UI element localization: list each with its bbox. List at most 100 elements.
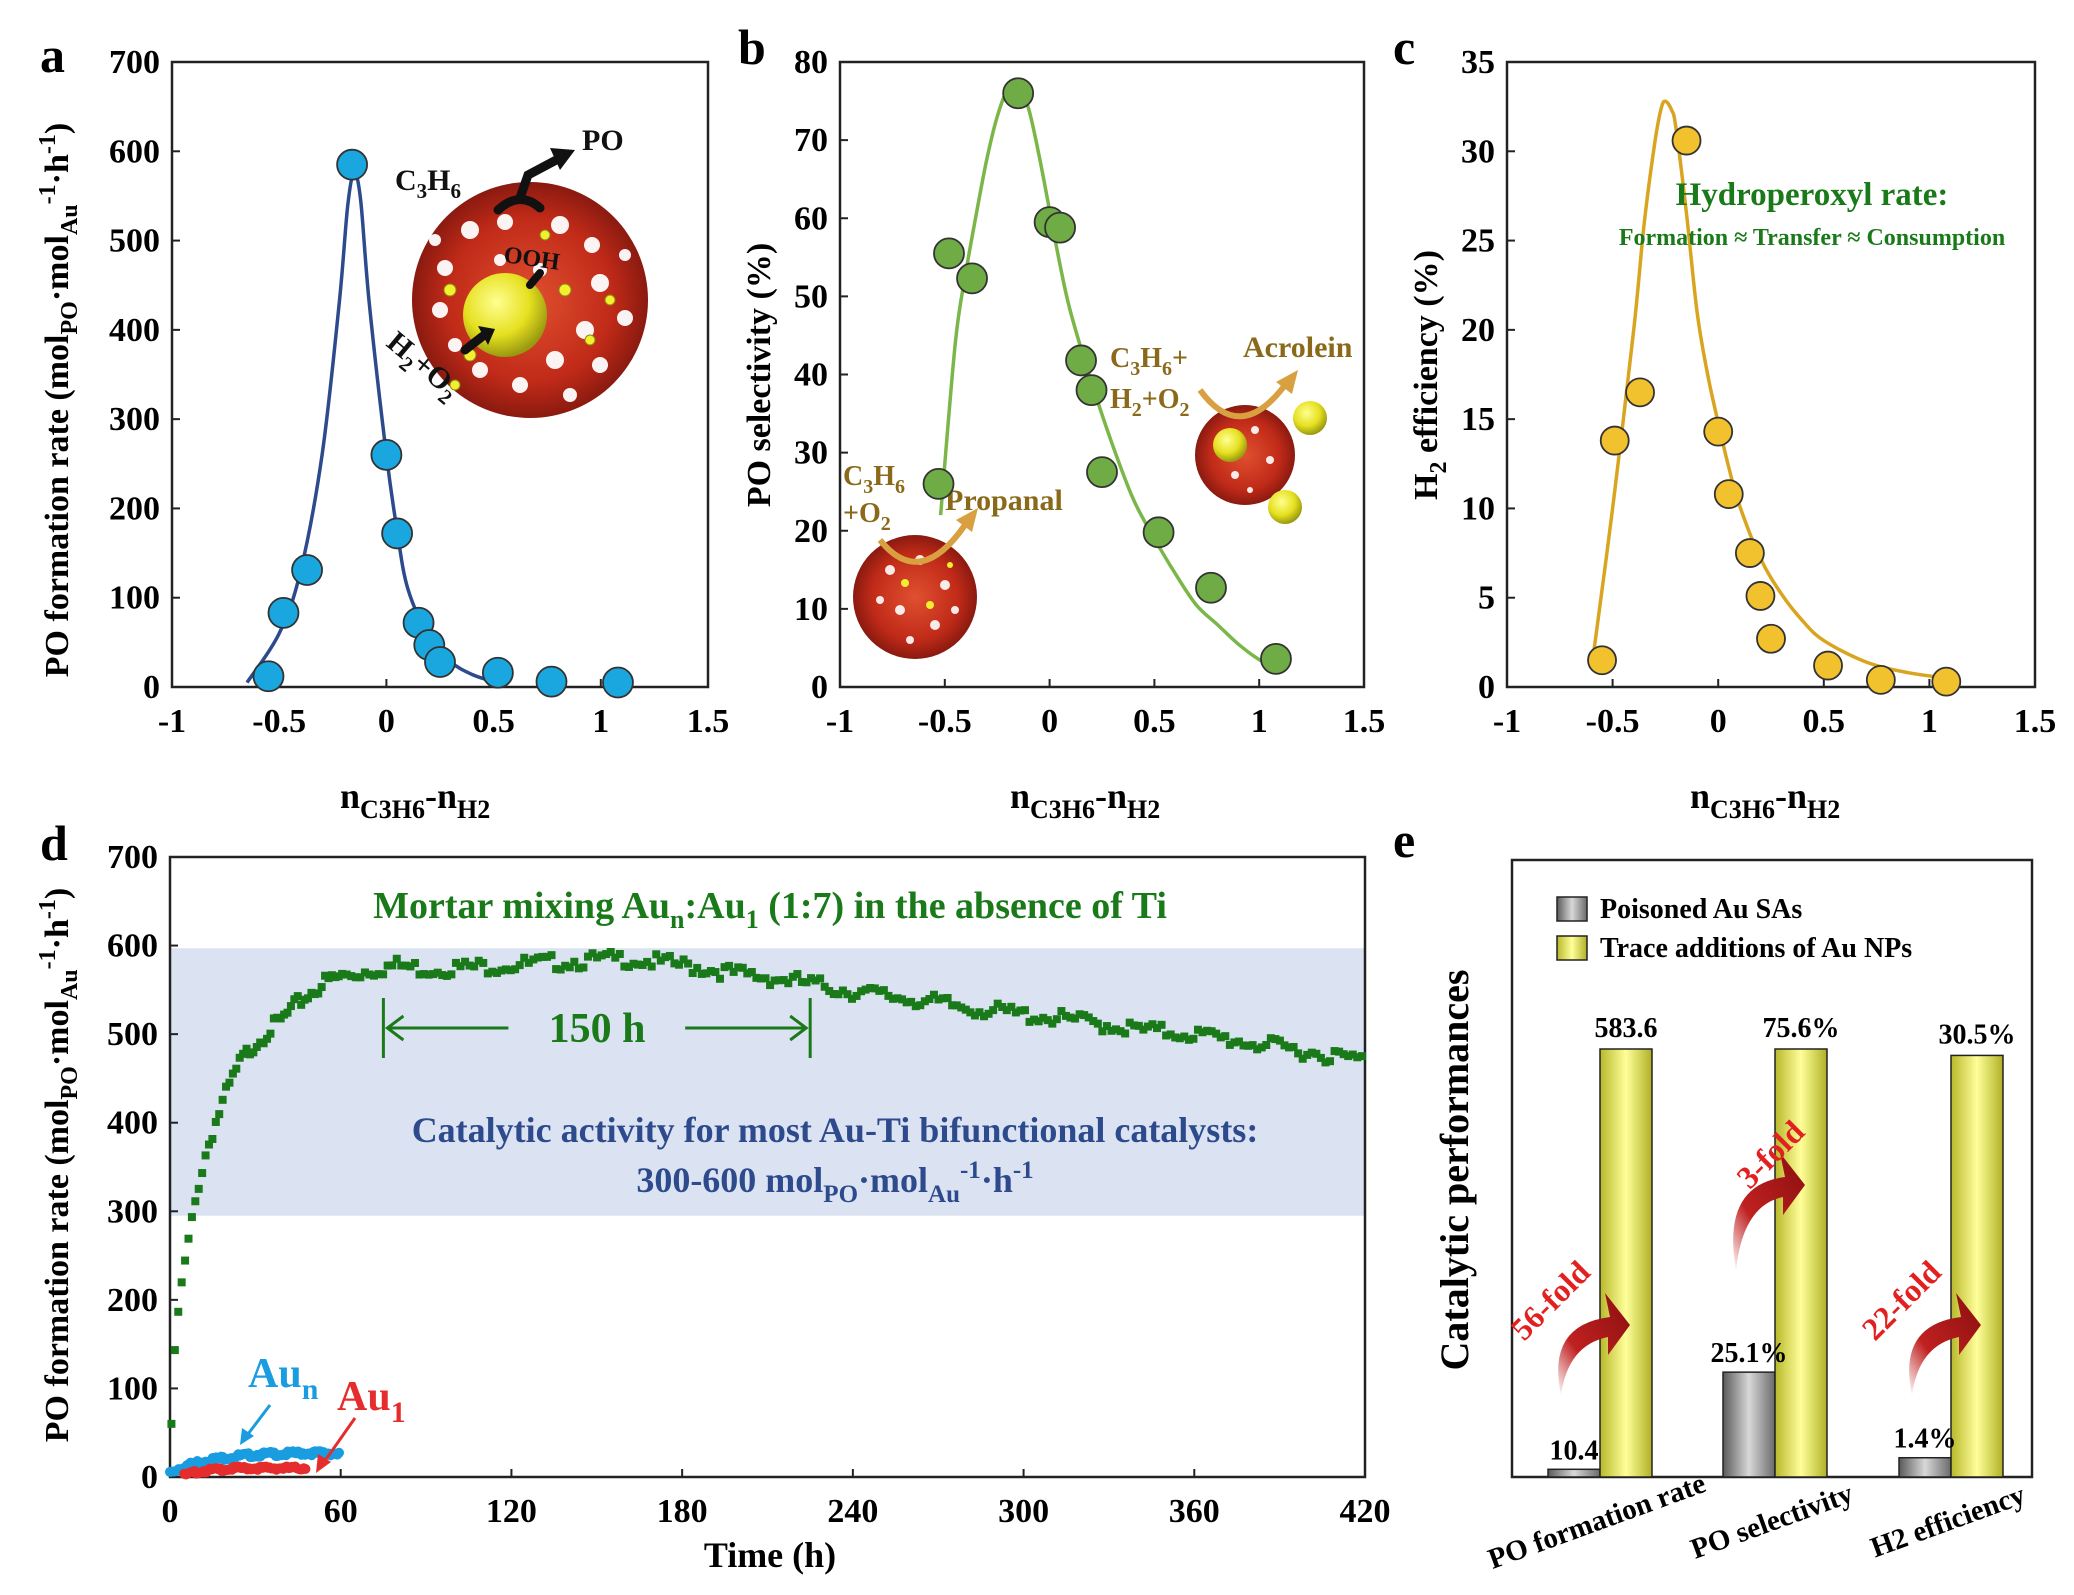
y-tick-label: 0 bbox=[143, 669, 160, 706]
bar-value-label: 30.5% bbox=[1939, 1019, 2016, 1050]
data-point bbox=[249, 1048, 258, 1057]
data-point bbox=[204, 1140, 213, 1149]
y-tick-label: 80 bbox=[794, 44, 828, 81]
data-point bbox=[743, 969, 752, 978]
data-point bbox=[360, 968, 369, 977]
data-point bbox=[1756, 623, 1786, 654]
data-point bbox=[933, 237, 965, 270]
data-point bbox=[652, 950, 661, 959]
y-tick-label: 40 bbox=[794, 357, 828, 394]
data-point bbox=[511, 965, 520, 974]
data-point bbox=[720, 963, 729, 972]
bar-trace-np bbox=[1950, 1054, 2004, 1478]
data-point bbox=[775, 976, 784, 985]
data-point bbox=[1066, 1013, 1075, 1022]
gold-atoms bbox=[443, 229, 616, 391]
y-tick-label: 50 bbox=[794, 278, 828, 315]
y-tick-label: 70 bbox=[794, 122, 828, 159]
data-point bbox=[934, 995, 943, 1004]
data-point bbox=[242, 1044, 251, 1053]
data-point bbox=[1262, 1041, 1271, 1050]
data-point bbox=[1143, 1022, 1152, 1031]
data-point bbox=[1587, 645, 1617, 676]
data-point bbox=[1048, 1019, 1057, 1028]
data-point bbox=[506, 966, 515, 975]
data-point bbox=[920, 997, 929, 1006]
bar-trace-np bbox=[1599, 1048, 1653, 1478]
label-propanal: Propanal bbox=[945, 484, 1063, 517]
y-tick-label: 10 bbox=[1461, 490, 1495, 527]
data-point bbox=[665, 951, 674, 960]
data-point bbox=[606, 948, 615, 957]
data-point bbox=[647, 962, 656, 971]
x-tick-label: 0 bbox=[162, 1493, 179, 1530]
data-point bbox=[1002, 1006, 1011, 1015]
fold-arrow bbox=[1909, 1293, 1981, 1395]
data-point bbox=[1260, 642, 1292, 675]
x-tick-label: 1 bbox=[592, 703, 609, 740]
y-tick-label: 500 bbox=[107, 1016, 158, 1053]
panel-e-bars: 10.4 583.6 25.1% 75.6% 1.4% 30.5% bbox=[1547, 1013, 2016, 1478]
data-point bbox=[552, 965, 561, 974]
data-point bbox=[624, 962, 633, 971]
data-point bbox=[263, 1034, 272, 1043]
data-point bbox=[1221, 1032, 1230, 1041]
data-point bbox=[952, 1001, 961, 1010]
data-point bbox=[1052, 1015, 1061, 1024]
data-point bbox=[729, 967, 738, 976]
inset-arrow-in bbox=[460, 331, 488, 355]
data-point bbox=[888, 994, 897, 1003]
data-point bbox=[1184, 1035, 1193, 1044]
data-point bbox=[1225, 1040, 1234, 1049]
data-point bbox=[816, 974, 825, 983]
panel-e-ylabel: Catalytic performances bbox=[1432, 970, 1477, 1371]
data-point bbox=[989, 1006, 998, 1015]
data-point bbox=[1153, 1024, 1162, 1033]
data-point bbox=[297, 1000, 306, 1009]
data-point bbox=[984, 1009, 993, 1018]
data-point bbox=[916, 1001, 925, 1010]
y-tick-label: 30 bbox=[1461, 133, 1495, 170]
data-point bbox=[1734, 538, 1765, 568]
bar-value-label: 75.6% bbox=[1763, 1013, 1840, 1044]
legend-label-gray: Poisoned Au SAs bbox=[1600, 894, 1802, 925]
data-point bbox=[843, 990, 852, 999]
data-point bbox=[317, 983, 326, 992]
data-point bbox=[1098, 1027, 1107, 1036]
data-point bbox=[907, 997, 916, 1006]
panel-d-ticks: 0 60 120 180 240 300 360 420 0 100 200 300 400 500 600… bbox=[107, 839, 1391, 1530]
data-point bbox=[184, 1234, 193, 1243]
y-tick-label: 0 bbox=[811, 669, 828, 706]
data-point bbox=[1075, 1010, 1084, 1019]
data-point bbox=[561, 961, 570, 970]
data-point bbox=[483, 969, 492, 978]
data-point bbox=[1080, 1011, 1089, 1020]
data-point bbox=[1316, 1053, 1325, 1062]
data-point bbox=[1207, 1027, 1216, 1036]
y-tick-label: 600 bbox=[109, 133, 160, 170]
data-point bbox=[479, 958, 488, 967]
data-point bbox=[374, 970, 383, 979]
panel-c-ylabel: H2 efficiency (%) bbox=[1408, 250, 1452, 500]
x-tick-label: 1 bbox=[1251, 703, 1268, 740]
data-point bbox=[1285, 1043, 1294, 1052]
panel-c-points bbox=[1587, 125, 1962, 697]
panel-d-au1-pointer bbox=[320, 1417, 357, 1466]
panel-c-ticks: -1 -0.5 0 0.5 1 1.5 0 5 10 15 20 25 30 35 bbox=[1461, 44, 2056, 740]
data-point bbox=[688, 968, 697, 977]
panel-c-letter: c bbox=[1393, 19, 1415, 75]
particle-pores bbox=[429, 214, 633, 402]
data-point bbox=[1039, 1013, 1048, 1022]
data-point bbox=[529, 955, 538, 964]
data-point bbox=[303, 994, 312, 1003]
data-point bbox=[215, 1110, 224, 1119]
data-point bbox=[1335, 1047, 1344, 1056]
data-point bbox=[1865, 664, 1896, 695]
data-point bbox=[533, 953, 542, 962]
data-point bbox=[1171, 1033, 1180, 1042]
bar-value-label: 583.6 bbox=[1595, 1013, 1658, 1044]
data-point bbox=[715, 974, 724, 983]
data-point bbox=[756, 974, 765, 983]
data-point bbox=[502, 965, 511, 974]
